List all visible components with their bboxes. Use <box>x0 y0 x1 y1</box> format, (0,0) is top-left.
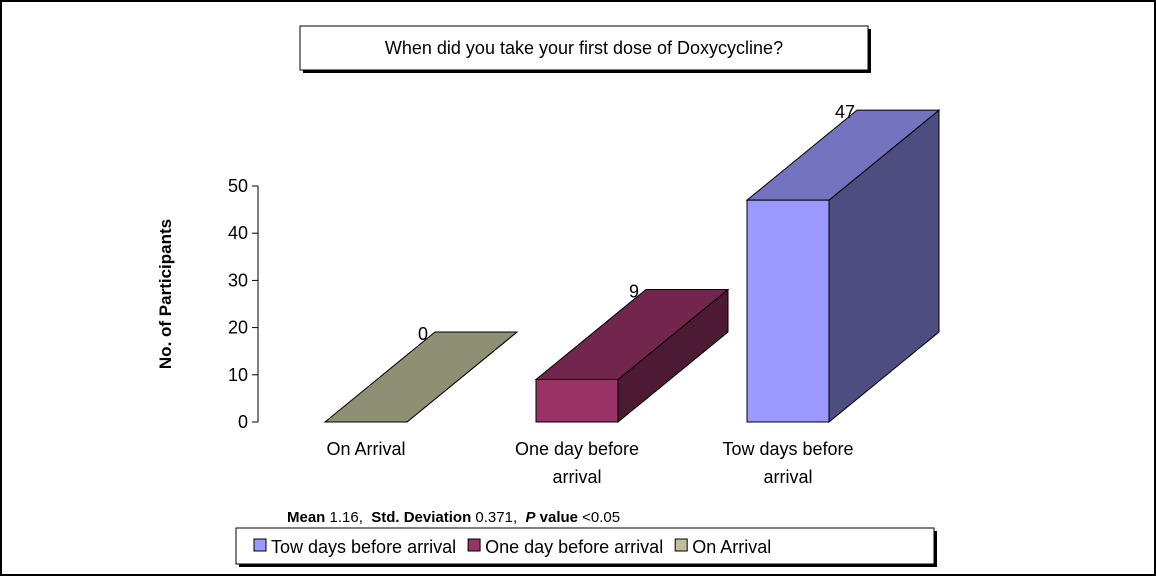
bar <box>323 331 519 423</box>
annotation-part: 0.371, <box>471 509 525 526</box>
y-tick-label: 40 <box>228 223 248 243</box>
bar <box>534 288 730 424</box>
y-tick-label: 0 <box>238 412 248 432</box>
x-tick-label: One day before arrival <box>515 439 639 487</box>
annotation-part: Mean <box>287 509 325 526</box>
legend-label: One day before arrival <box>485 537 663 557</box>
x-tick-label: Tow days before arrival <box>722 439 853 487</box>
y-tick-label: 30 <box>228 270 248 290</box>
annotation-part: value <box>535 509 578 526</box>
bar-front <box>746 199 830 423</box>
y-tick-label: 20 <box>228 318 248 338</box>
annotation-part: <0.05 <box>578 509 620 526</box>
legend: Tow days before arrival One day before ar… <box>235 527 937 567</box>
value-label: 9 <box>629 282 639 302</box>
bar <box>745 109 941 424</box>
y-tick-label: 10 <box>228 365 248 385</box>
legend-swatch <box>253 538 267 552</box>
legend-box <box>235 527 935 565</box>
value-label: 0 <box>418 324 428 344</box>
value-label: 47 <box>835 102 855 122</box>
annotation-part: P <box>525 509 536 526</box>
annotation-part: Std. Deviation <box>371 509 471 526</box>
bar-front <box>535 379 619 423</box>
chart-title: When did you take your first dose of Dox… <box>385 38 783 58</box>
x-tick-label: On Arrival <box>326 439 405 459</box>
legend-swatch <box>674 538 688 552</box>
annotation-part: 1.16, <box>325 509 371 526</box>
bar-top <box>323 331 519 423</box>
title-box <box>299 25 869 71</box>
y-tick-label: 50 <box>228 176 248 196</box>
legend-label: On Arrival <box>692 537 771 557</box>
legend-label: Tow days before arrival <box>271 537 456 557</box>
annotation: Mean 1.16, Std. Deviation 0.371, P value… <box>287 509 620 526</box>
y-axis-label: No. of Participants <box>156 219 175 369</box>
legend-swatch <box>467 538 481 552</box>
